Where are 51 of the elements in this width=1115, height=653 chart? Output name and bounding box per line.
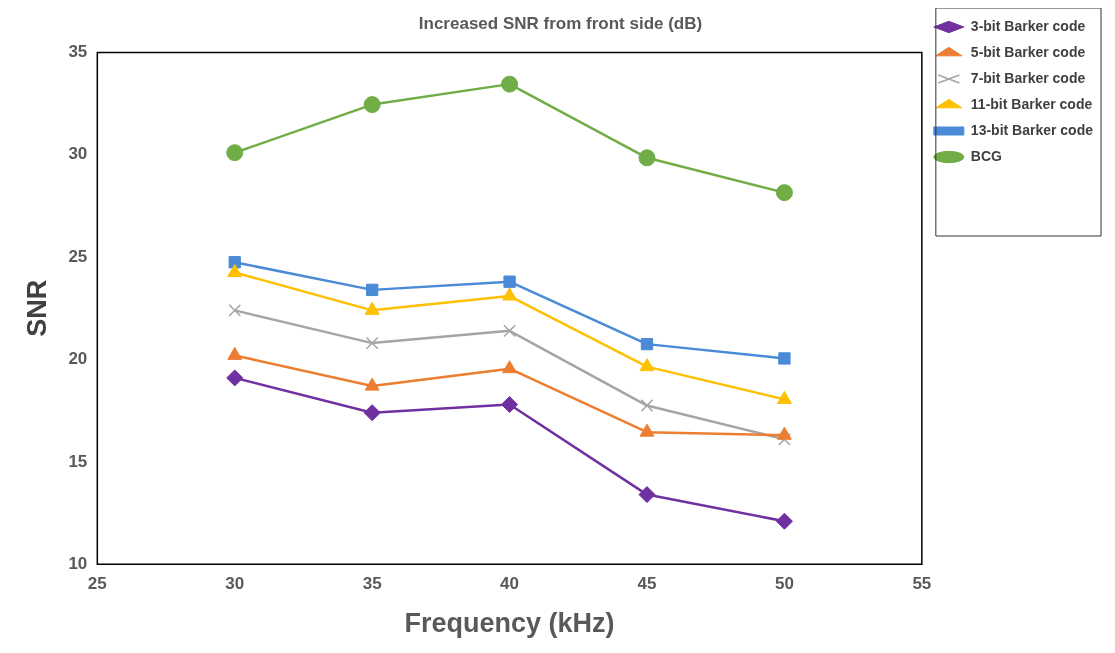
point — [640, 399, 654, 412]
x-axis-title: Frequency (kHz) — [404, 608, 615, 639]
point — [502, 360, 517, 374]
point — [778, 432, 791, 446]
x-tick-label: 25 — [87, 574, 107, 594]
point — [364, 301, 380, 315]
point — [503, 324, 516, 338]
point — [778, 352, 791, 365]
point — [501, 396, 519, 414]
legend-label: 3-bit Barker code — [970, 17, 1086, 34]
x-tick-label: 50 — [774, 574, 794, 594]
y-tick-label: 25 — [68, 246, 88, 266]
point — [364, 377, 380, 391]
point — [503, 275, 516, 288]
y-tick-label: 35 — [68, 42, 88, 62]
point — [363, 404, 381, 422]
x-tick-label: 55 — [912, 574, 932, 594]
y-tick-label: 15 — [68, 451, 88, 471]
point — [502, 287, 517, 301]
point — [640, 337, 654, 351]
point — [775, 184, 793, 202]
point — [639, 358, 655, 372]
legend-label: 7-bit Barker code — [970, 69, 1086, 86]
point — [228, 303, 242, 317]
point — [227, 346, 243, 360]
x-tick-label: 40 — [500, 574, 520, 594]
point — [639, 423, 655, 437]
legend-label: 11-bit Barker code — [970, 95, 1093, 112]
y-tick-label: 10 — [68, 553, 88, 573]
legend-label: 13-bit Barker code — [970, 121, 1094, 138]
x-tick-label: 35 — [362, 574, 382, 594]
point — [366, 283, 379, 297]
y-tick-label: 30 — [68, 144, 88, 164]
point — [365, 336, 379, 350]
x-tick-label: 45 — [637, 574, 657, 594]
point — [363, 96, 381, 114]
point — [776, 426, 792, 440]
point — [501, 75, 519, 93]
point — [226, 369, 244, 387]
point — [226, 144, 244, 162]
legend-label: 5-bit Barker code — [970, 43, 1086, 60]
point — [638, 149, 656, 167]
y-tick-label: 20 — [68, 349, 88, 369]
legend-label: BCG — [970, 147, 1003, 164]
x-tick-label: 30 — [225, 574, 245, 594]
point — [776, 390, 792, 404]
y-axis-title: SNR — [21, 279, 52, 337]
chart-title: Increased SNR from front side (dB) — [418, 13, 703, 33]
point — [775, 512, 793, 530]
point — [638, 486, 656, 504]
point — [228, 256, 241, 269]
